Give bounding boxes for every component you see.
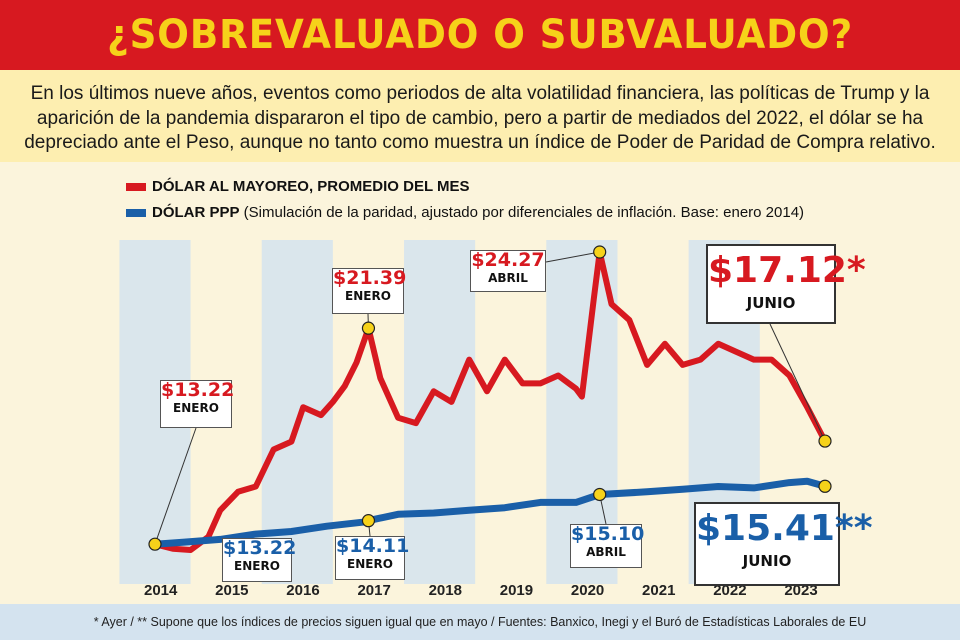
legend-blue-label: DÓLAR PPP <box>152 204 240 221</box>
red-swatch <box>126 183 146 192</box>
legend-blue-note: (Simulación de la paridad, ajustado por … <box>239 204 805 221</box>
leader-line <box>545 251 600 263</box>
legend-red: DÓLAR AL MAYOREO, PROMEDIO DEL MES <box>126 178 470 195</box>
annotation-blue-2020: $15.10 ABRIL <box>570 523 645 568</box>
footer-note: * Ayer / ** Supone que los índices de pr… <box>0 604 960 640</box>
series-line-blue <box>151 477 829 548</box>
marker-point <box>148 537 162 551</box>
leader-line <box>154 427 197 545</box>
x-tick-label: 2021 <box>642 582 675 599</box>
series-line-red <box>152 249 828 553</box>
annotation-red-2014: $13.22 ENERO <box>160 379 235 428</box>
series-lines <box>151 249 829 553</box>
x-tick-label: 2017 <box>357 582 390 599</box>
annotation-month: ENERO <box>347 556 393 571</box>
marker-point <box>361 514 376 528</box>
x-tick-label: 2014 <box>144 582 178 599</box>
subtitle-box: En los últimos nueve años, eventos como … <box>0 70 960 162</box>
annotation-month: ENERO <box>173 400 219 415</box>
annotation-red-2017: $21.39 ENERO <box>332 267 407 314</box>
annotation-leaders <box>154 251 826 545</box>
annotation-month: JUNIO <box>742 551 792 570</box>
x-tick-label: 2018 <box>429 582 462 599</box>
x-tick-label: 2022 <box>713 582 746 599</box>
legend-red-label: DÓLAR AL MAYOREO, PROMEDIO DEL MES <box>152 178 470 195</box>
annotation-month: ENERO <box>234 558 280 573</box>
marker-point <box>593 245 607 259</box>
footer-text: * Ayer / ** Supone que los índices de pr… <box>93 615 867 629</box>
marker-point <box>593 487 607 502</box>
x-axis-ticks: 2014 2015 2016 2017 2018 2019 2020 2021 2022 2023 <box>144 582 818 599</box>
blue-swatch <box>126 209 146 218</box>
year-band-2018 <box>404 240 476 584</box>
annotation-blue-2017: $14.11 ENERO <box>335 535 410 580</box>
marker-points <box>148 245 832 551</box>
x-tick-label: 2020 <box>571 582 604 599</box>
marker-point <box>818 479 832 493</box>
annotation-value: $17.12* <box>708 250 866 291</box>
chart-area: 2014 2015 2016 2017 2018 2019 2020 2021 2022 2023… <box>0 162 960 604</box>
annotation-month: ENERO <box>345 288 391 303</box>
x-tick-label: 2023 <box>784 582 817 599</box>
annotation-value: $15.41** <box>696 508 873 549</box>
annotation-month: ABRIL <box>586 544 626 559</box>
annotation-blue-2023: $15.41** JUNIO <box>694 502 873 586</box>
subtitle-text: En los últimos nueve años, eventos como … <box>24 83 936 153</box>
annotation-value: $14.11 <box>336 535 410 557</box>
annotation-red-2023: $17.12* JUNIO <box>706 244 866 324</box>
annotation-value: $13.22 <box>223 537 297 559</box>
annotation-value: $24.27 <box>471 249 545 271</box>
annotation-red-2020: $24.27 ABRIL <box>470 250 546 292</box>
annotation-value: $15.10 <box>571 523 645 545</box>
annotation-month: JUNIO <box>746 293 796 312</box>
marker-point <box>361 321 376 335</box>
x-tick-label: 2019 <box>500 582 533 599</box>
legend-blue: DÓLAR PPP (Simulación de la paridad, aju… <box>126 204 804 221</box>
x-tick-label: 2015 <box>215 582 248 599</box>
annotation-month: ABRIL <box>488 270 528 285</box>
marker-point <box>818 434 832 448</box>
header-banner: ¿SOBREVALUADO O SUBVALUADO? <box>0 0 960 70</box>
leader-line <box>769 323 826 442</box>
x-tick-label: 2016 <box>286 582 319 599</box>
annotation-blue-2014: $13.22 ENERO <box>222 537 297 582</box>
annotation-value: $13.22 <box>161 379 235 401</box>
annotation-value: $21.39 <box>333 267 407 289</box>
page-title: ¿SOBREVALUADO O SUBVALUADO? <box>106 12 854 58</box>
